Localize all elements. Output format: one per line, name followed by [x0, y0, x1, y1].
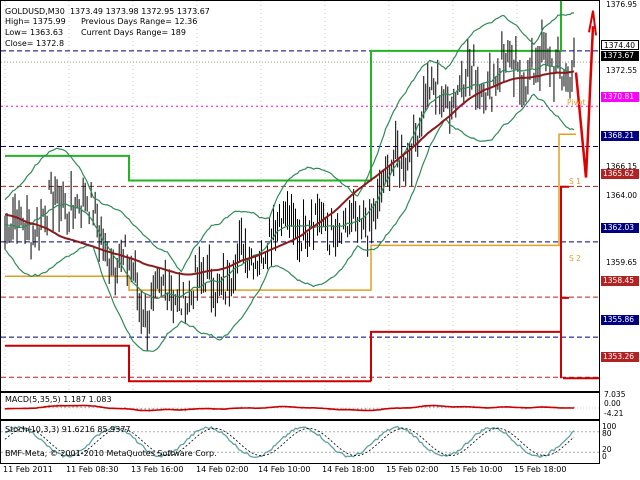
time-tick: 14 Feb 18:00 [322, 465, 375, 474]
high-label: High= 1375.99 [5, 17, 66, 26]
low-label: Low= 1363.63 [5, 28, 64, 37]
time-tick: 14 Feb 10:00 [258, 465, 311, 474]
bollinger-middle-line [4, 63, 575, 300]
moving-average-line [4, 70, 575, 276]
forecast-line [574, 26, 595, 178]
time-tick: 15 Feb 18:00 [514, 465, 567, 474]
close-label: Close= 1372.8 [5, 39, 65, 48]
macd-tick: -4.21 [604, 409, 624, 418]
price-tick: 1372.55 [606, 66, 638, 75]
price-tick: 1359.65 [606, 258, 638, 267]
s1-label: S 1 [569, 177, 581, 186]
support-step-line [560, 296, 569, 379]
macd-axis: 7.035 0.00 -4.21 [600, 390, 640, 420]
macd-canvas [1, 404, 599, 413]
price-marker: 1358.45 [601, 276, 639, 286]
s2-label: S 2 [569, 254, 581, 263]
pivot-step-line [5, 133, 576, 291]
stochastic-canvas [1, 425, 599, 459]
symbol-label: GOLDUSD,M30 [5, 7, 65, 16]
price-chart-canvas [1, 1, 599, 391]
stoch-signal-line [4, 427, 575, 457]
price-tick: 1376.95 [606, 0, 638, 9]
macd-title: MACD(5,35,5) 1.187 1.083 [5, 395, 112, 404]
stoch-axis: 100 80 20 0 [600, 420, 640, 464]
price-tick: 1366.15 [606, 162, 638, 171]
price-marker: 1365.62 [601, 169, 639, 179]
header-symbol: GOLDUSD,M30 1373.49 1373.98 1372.95 1373… [5, 7, 210, 17]
stoch-tick: 0 [602, 452, 607, 461]
bollinger-band-line [4, 12, 575, 273]
pivot-label: Pivot [567, 98, 586, 107]
stoch-main-line [4, 425, 575, 459]
stoch-title: Stoch(10,3,3) 91.6216 85.9377 [5, 425, 131, 434]
current-price-marker: 1373.67 [601, 51, 639, 61]
price-tick: 1364.00 [606, 191, 638, 200]
stoch-tick: 20 [602, 445, 612, 454]
macd-tick: 7.035 [604, 390, 626, 399]
bollinger-band-line [4, 93, 575, 352]
price-chart-pane[interactable]: GOLDUSD,M30 1373.49 1373.98 1372.95 1373… [0, 0, 600, 392]
price-marker: 1374.40 [601, 40, 639, 50]
time-axis: 11 Feb 2011 11 Feb 08:30 13 Feb 16:00 14… [0, 464, 640, 480]
price-axis: 1376.95 1372.55 1366.15 1364.00 1359.65 [600, 0, 640, 392]
ohlc-values: 1373.49 1373.98 1372.95 1373.67 [69, 7, 210, 16]
price-marker: 1368.21 [601, 131, 639, 141]
price-marker: 1353.26 [601, 352, 639, 362]
forecast-arrow [588, 10, 597, 36]
time-tick: 13 Feb 16:00 [131, 465, 184, 474]
stoch-tick: 80 [602, 429, 612, 438]
copyright-text: BMF-Meta, © 2001-2010 MetaQuotes Softwar… [5, 449, 217, 458]
time-tick: 11 Feb 08:30 [66, 465, 119, 474]
price-marker: 1370.81 [601, 92, 639, 102]
time-tick: 11 Feb 2011 [3, 465, 53, 474]
price-marker: 1355.86 [601, 315, 639, 325]
price-marker: 1362.03 [601, 223, 639, 233]
macd-signal-line [4, 404, 574, 412]
support-step-line [5, 344, 371, 383]
macd-tick: 0.00 [604, 399, 621, 408]
prev-range-label: Previous Days Range= 12.36 [81, 17, 198, 26]
stoch-tick: 100 [602, 422, 617, 431]
time-tick: 15 Feb 02:00 [386, 465, 439, 474]
stochastic-pane[interactable]: Stoch(10,3,3) 91.6216 85.9377 BMF-Meta, … [0, 420, 600, 464]
time-tick: 14 Feb 02:00 [196, 465, 249, 474]
macd-pane[interactable]: MACD(5,35,5) 1.187 1.083 [0, 392, 600, 420]
time-tick: 15 Feb 10:00 [450, 465, 503, 474]
cur-range-label: Current Days Range= 189 [81, 28, 186, 37]
